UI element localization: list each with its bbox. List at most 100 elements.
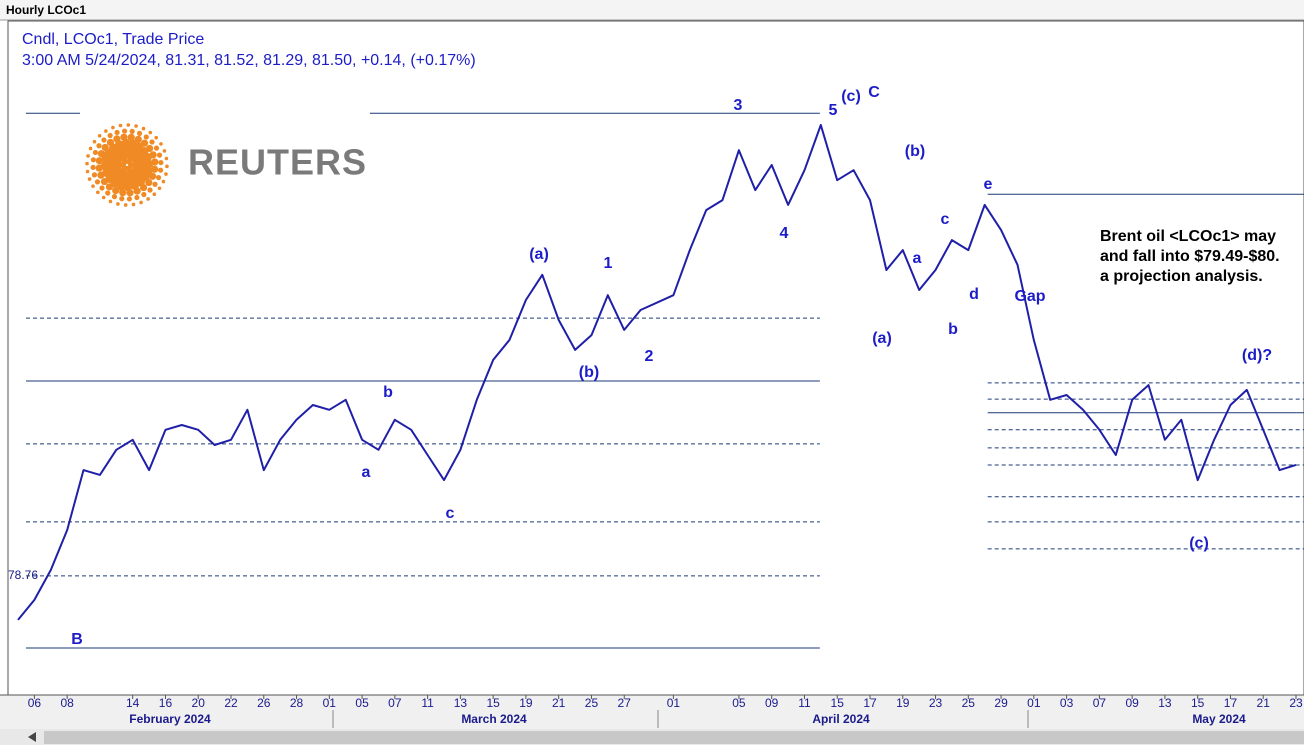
logo-dot bbox=[100, 177, 109, 186]
x-tick-label: 28 bbox=[290, 696, 304, 710]
x-tick-label: 08 bbox=[60, 696, 74, 710]
scrollbar[interactable] bbox=[0, 729, 1304, 745]
x-tick-label: 07 bbox=[388, 696, 402, 710]
wave-label: (c) bbox=[1189, 535, 1209, 552]
month-label: February 2024 bbox=[129, 712, 211, 726]
note-line: and fall into $79.49-$80. bbox=[1100, 248, 1280, 265]
logo-dot bbox=[157, 186, 162, 191]
logo-dot bbox=[107, 132, 113, 139]
x-tick-label: 25 bbox=[585, 696, 599, 710]
wave-label: C bbox=[868, 84, 880, 101]
logo-dot bbox=[126, 123, 131, 127]
logo-dot bbox=[159, 142, 163, 146]
logo-dot bbox=[86, 154, 90, 158]
wave-label: 5 bbox=[829, 102, 838, 119]
logo-dot bbox=[97, 171, 105, 179]
month-label: April 2024 bbox=[812, 712, 870, 726]
logo-dot bbox=[92, 139, 97, 144]
logo-dot bbox=[165, 164, 169, 169]
logo-dot bbox=[119, 189, 127, 197]
logo-dot bbox=[92, 149, 99, 156]
logo-dot bbox=[145, 178, 153, 187]
window-title: Hourly LCOc1 bbox=[6, 3, 86, 17]
logo-dot bbox=[126, 158, 132, 165]
note-line: a projection analysis. bbox=[1100, 268, 1263, 285]
logo-dot bbox=[156, 152, 163, 158]
logo-dot bbox=[127, 133, 135, 141]
wave-label: (a) bbox=[529, 246, 549, 263]
logo-dot bbox=[123, 182, 133, 192]
wave-label: 4 bbox=[780, 225, 789, 242]
x-tick-label: 15 bbox=[1191, 696, 1205, 710]
logo-dot bbox=[101, 143, 109, 152]
logo-dot bbox=[146, 197, 150, 201]
logo-dot bbox=[136, 130, 143, 137]
x-tick-label: 27 bbox=[618, 696, 632, 710]
x-tick-label: 26 bbox=[257, 696, 271, 710]
logo-dot bbox=[149, 139, 155, 145]
x-tick-label: 05 bbox=[355, 696, 369, 710]
x-tick-label: 09 bbox=[1125, 696, 1139, 710]
wave-label: a bbox=[913, 250, 922, 267]
wave-label: (d)? bbox=[1242, 347, 1272, 364]
month-label: March 2024 bbox=[461, 712, 527, 726]
x-tick-label: 15 bbox=[831, 696, 845, 710]
x-tick-label: 25 bbox=[962, 696, 976, 710]
logo-dot bbox=[126, 196, 133, 202]
logo-dot bbox=[162, 149, 167, 153]
scroll-left-arrow[interactable] bbox=[28, 732, 36, 742]
x-tick-label: 03 bbox=[1060, 696, 1074, 710]
logo-dot bbox=[120, 133, 128, 141]
logo-dot bbox=[151, 158, 159, 166]
scrollbar-thumb[interactable] bbox=[44, 731, 1304, 744]
wave-label: c bbox=[941, 211, 950, 228]
y-tick-label: 78.76 bbox=[8, 568, 38, 582]
logo-dot bbox=[148, 130, 153, 135]
wave-label: e bbox=[984, 176, 993, 193]
logo-dot bbox=[97, 134, 102, 138]
x-tick-label: 01 bbox=[323, 696, 337, 710]
logo-dot bbox=[161, 179, 166, 184]
month-label: May 2024 bbox=[1192, 712, 1246, 726]
logo-dot bbox=[116, 202, 120, 206]
logo-dot bbox=[157, 167, 164, 173]
wave-label: b bbox=[948, 321, 958, 338]
logo-dot bbox=[111, 193, 118, 200]
logo-dot bbox=[96, 143, 102, 149]
logo-dot bbox=[95, 164, 103, 172]
logo-dot bbox=[104, 129, 108, 133]
x-tick-label: 21 bbox=[1257, 696, 1271, 710]
logo-dot bbox=[100, 161, 110, 171]
logo-dot bbox=[114, 129, 120, 136]
x-tick-label: 13 bbox=[454, 696, 468, 710]
logo-dot bbox=[152, 192, 157, 196]
logo-mark bbox=[85, 123, 169, 207]
x-tick-label: 20 bbox=[192, 696, 206, 710]
logo-dot bbox=[144, 159, 154, 169]
logo-dot bbox=[158, 159, 164, 166]
x-tick-label: 23 bbox=[1289, 696, 1303, 710]
logo-dot bbox=[141, 126, 146, 131]
logo-dot bbox=[99, 185, 105, 191]
logo-dot bbox=[105, 183, 114, 191]
x-tick-label: 19 bbox=[519, 696, 533, 710]
logo-dot bbox=[101, 195, 106, 200]
logo-dot bbox=[147, 187, 153, 193]
logo-dot bbox=[139, 183, 148, 192]
logo-dot bbox=[152, 181, 158, 187]
logo-dot bbox=[95, 157, 103, 165]
x-tick-label: 19 bbox=[896, 696, 910, 710]
logo-dot bbox=[139, 200, 143, 205]
logo-dot bbox=[121, 138, 131, 148]
logo-dot bbox=[88, 146, 93, 151]
wave-label: (c) bbox=[841, 88, 861, 105]
logo-dot bbox=[112, 187, 120, 195]
logo-dot bbox=[131, 202, 136, 207]
x-tick-label: 14 bbox=[126, 696, 140, 710]
wave-label: (a) bbox=[872, 330, 892, 347]
logo-dot bbox=[94, 179, 101, 185]
wave-label: B bbox=[71, 631, 83, 648]
x-tick-label: 09 bbox=[765, 696, 779, 710]
reuters-logo: REUTERS bbox=[80, 110, 370, 220]
